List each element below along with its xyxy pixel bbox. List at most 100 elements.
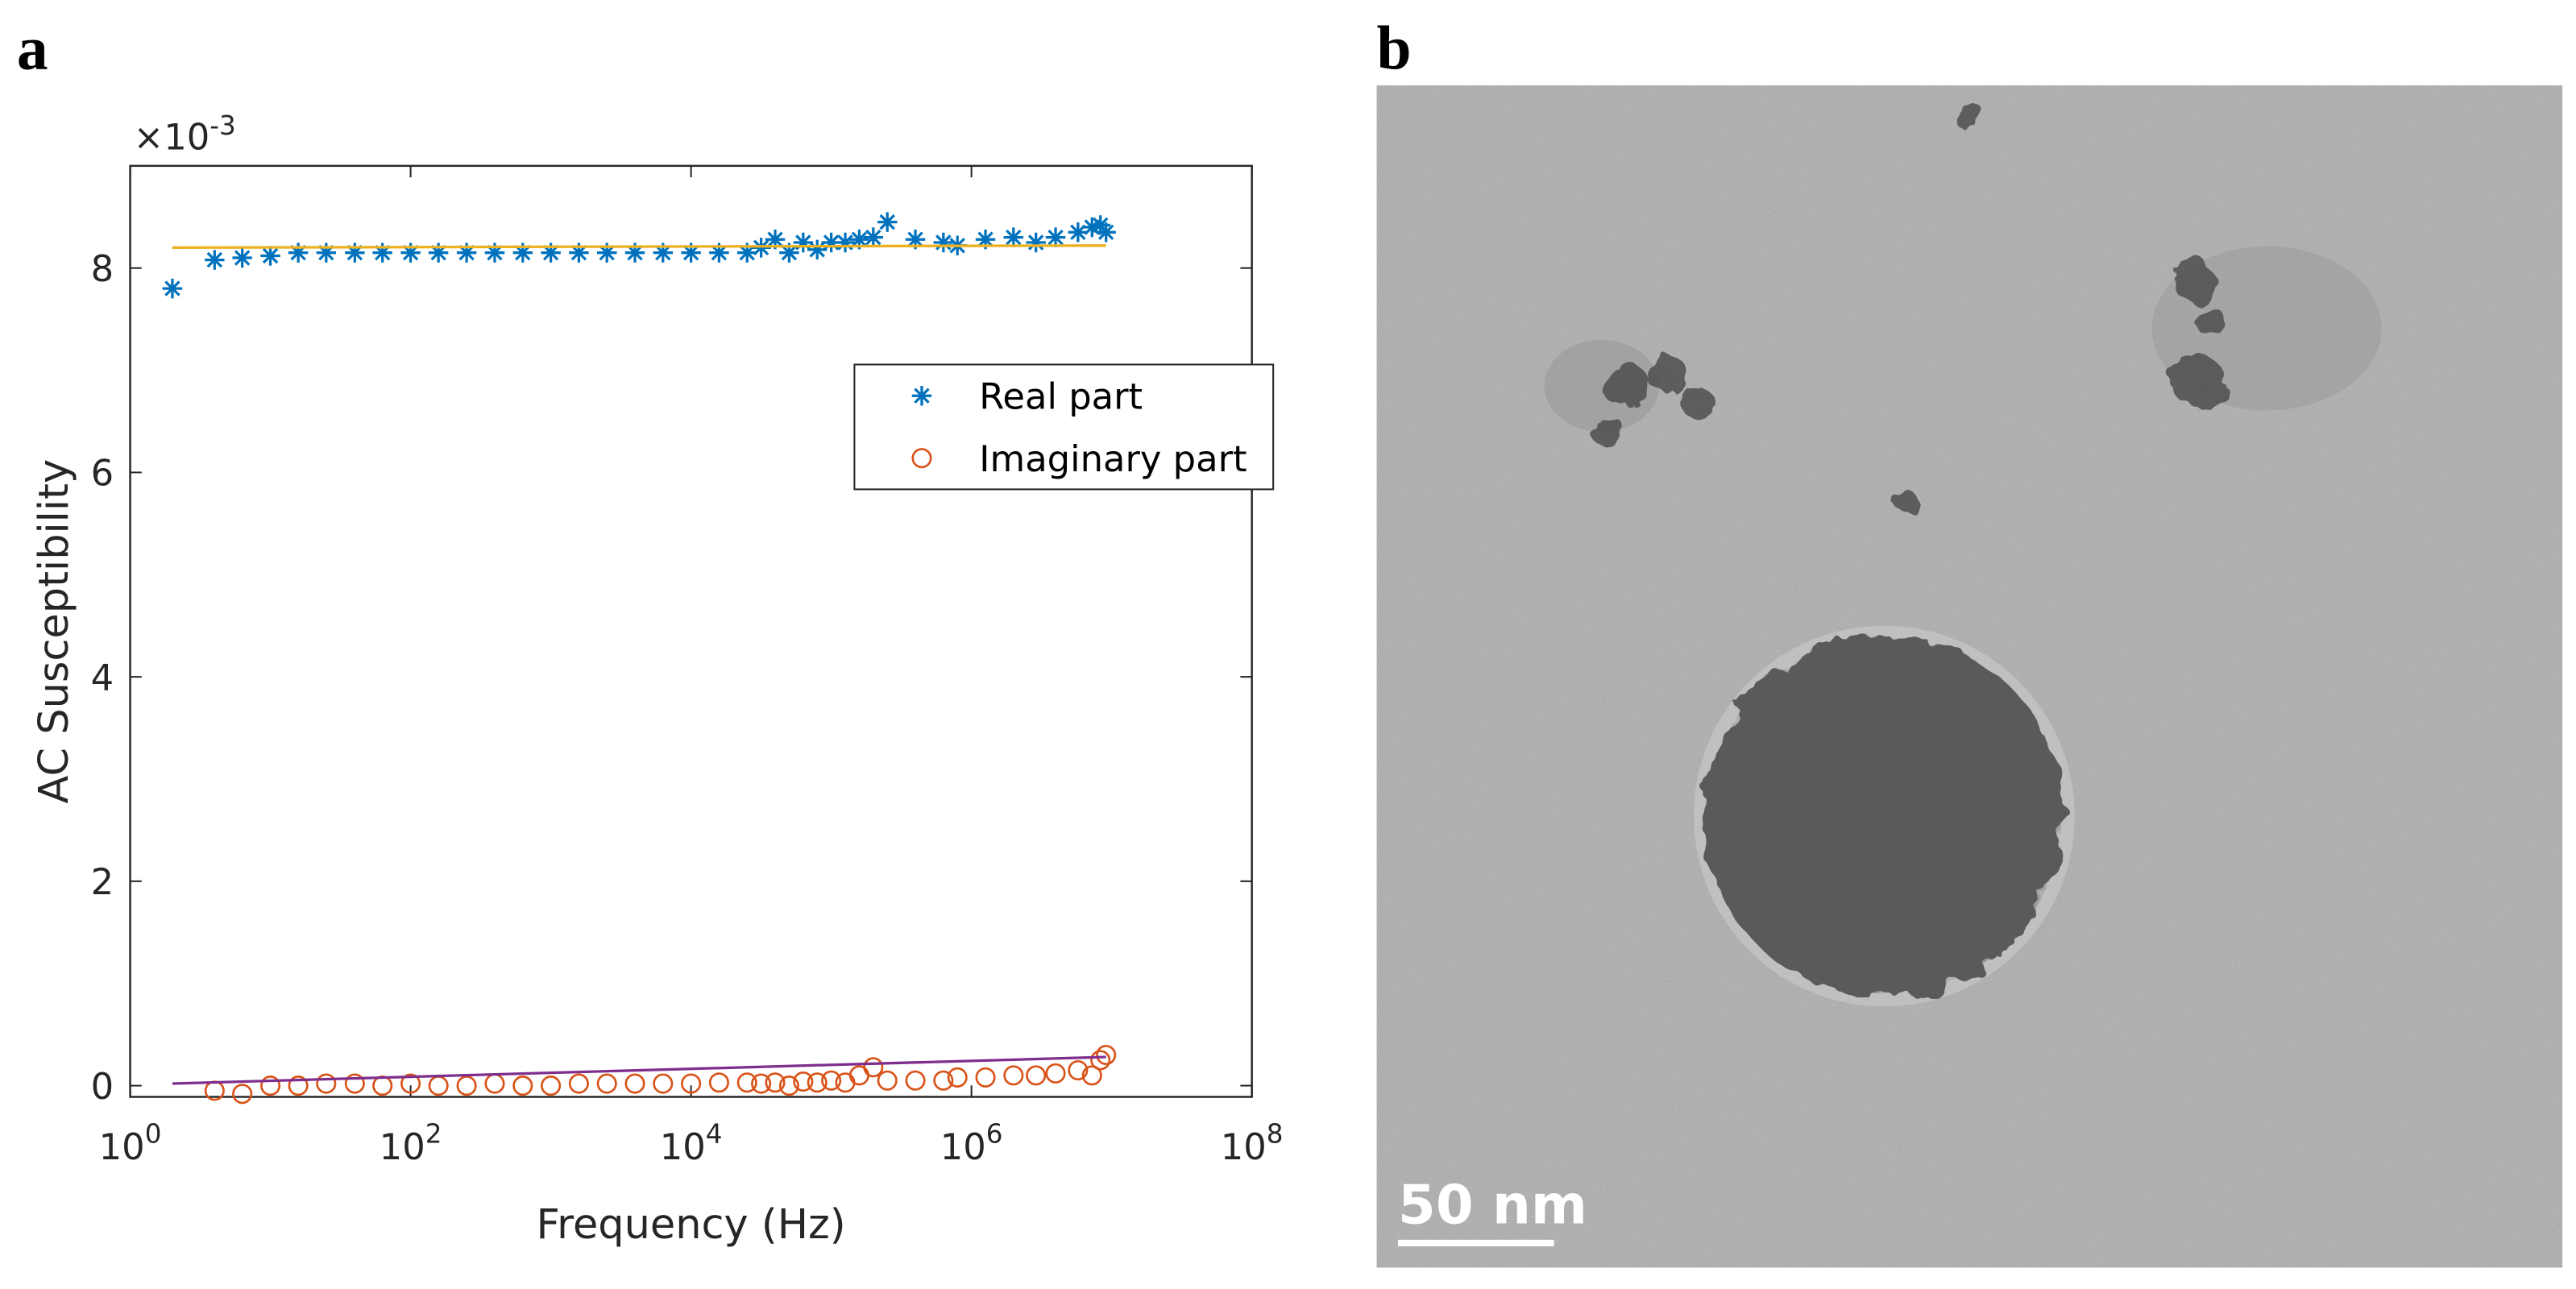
marker-circle xyxy=(456,1076,477,1096)
marker-asterisk xyxy=(484,242,505,263)
tem-image: 50 nm xyxy=(1376,85,2563,1268)
y-tick-label: 0 xyxy=(91,1065,114,1108)
marker-asterisk xyxy=(905,229,926,250)
marker-asterisk xyxy=(569,242,589,263)
y-tick-label: 8 xyxy=(91,247,114,290)
marker-asterisk xyxy=(1045,227,1066,247)
marker-circle xyxy=(905,1070,926,1091)
x-axis-label: Frequency (Hz) xyxy=(537,1201,846,1249)
panel-label: a xyxy=(17,14,48,83)
y-multiplier: ×10-3 xyxy=(134,110,236,158)
x-tick-label: 104 xyxy=(660,1119,723,1168)
marker-asterisk xyxy=(765,229,786,250)
marker-asterisk xyxy=(821,232,841,253)
marker-asterisk xyxy=(1068,222,1089,242)
marker-asterisk xyxy=(541,242,561,263)
scale-bar-label: 50 nm xyxy=(1398,1173,1587,1236)
legend-marker xyxy=(911,385,932,406)
marker-circle xyxy=(681,1073,702,1094)
marker-asterisk xyxy=(807,239,828,260)
marker-asterisk xyxy=(205,250,225,270)
marker-circle xyxy=(344,1073,365,1094)
fit-line xyxy=(172,1055,1106,1085)
marker-circle xyxy=(877,1070,898,1091)
marker-circle xyxy=(1081,1065,1102,1086)
marker-circle xyxy=(316,1073,337,1094)
marker-circle xyxy=(1068,1060,1089,1081)
marker-circle xyxy=(260,1076,281,1096)
marker-circle xyxy=(863,1057,884,1078)
marker-asterisk xyxy=(653,242,674,263)
legend-label: Imaginary part xyxy=(979,437,1247,480)
marker-asterisk xyxy=(232,247,252,268)
y-tick-label: 6 xyxy=(91,452,114,495)
marker-circle xyxy=(975,1067,996,1088)
marker-asterisk xyxy=(863,227,884,247)
marker-asterisk xyxy=(162,278,183,299)
legend-label: Real part xyxy=(979,375,1143,418)
marker-asterisk xyxy=(835,232,856,253)
marker-asterisk xyxy=(260,246,280,266)
marker-circle xyxy=(1045,1063,1066,1084)
marker-asterisk xyxy=(877,212,898,232)
marker-asterisk xyxy=(933,232,954,253)
panel-label: b xyxy=(1377,14,1412,83)
marker-circle xyxy=(596,1073,617,1094)
marker-circle xyxy=(736,1072,757,1093)
marker-asterisk xyxy=(736,242,757,263)
marker-asterisk xyxy=(624,242,645,263)
marker-asterisk xyxy=(372,242,392,263)
marker-asterisk xyxy=(512,242,533,263)
marker-circle xyxy=(807,1072,828,1093)
legend-box xyxy=(853,363,1275,491)
marker-asterisk xyxy=(596,242,617,263)
marker-asterisk xyxy=(400,242,421,263)
marker-circle xyxy=(232,1084,253,1105)
marker-circle xyxy=(288,1076,309,1096)
x-tick-label: 102 xyxy=(380,1119,442,1168)
marker-circle xyxy=(568,1073,589,1094)
marker-circle xyxy=(933,1070,954,1091)
marker-asterisk xyxy=(681,242,701,263)
marker-circle xyxy=(821,1070,842,1091)
x-tick-label: 108 xyxy=(1221,1119,1284,1168)
marker-asterisk xyxy=(345,242,365,263)
y-tick-label: 4 xyxy=(91,656,114,698)
marker-circle xyxy=(778,1076,799,1096)
marker-asterisk xyxy=(456,242,477,263)
marker-circle xyxy=(400,1073,421,1094)
marker-circle xyxy=(512,1076,533,1096)
marker-asterisk xyxy=(288,242,309,263)
marker-asterisk xyxy=(779,242,799,263)
marker-asterisk xyxy=(428,242,449,263)
marker-circle xyxy=(947,1067,968,1088)
marker-asterisk xyxy=(1026,232,1046,253)
marker-asterisk xyxy=(1003,227,1024,247)
fit-line xyxy=(172,244,1106,249)
marker-circle xyxy=(541,1076,562,1096)
marker-circle xyxy=(624,1073,645,1094)
marker-circle xyxy=(708,1072,729,1093)
marker-circle xyxy=(1096,1044,1117,1066)
marker-asterisk xyxy=(1082,217,1102,238)
y-tick-label: 2 xyxy=(91,860,114,903)
marker-asterisk xyxy=(709,242,729,263)
legend-marker xyxy=(911,448,932,469)
marker-asterisk xyxy=(316,242,337,263)
marker-circle xyxy=(1090,1050,1111,1071)
marker-circle xyxy=(1026,1065,1047,1086)
y-multiplier-exponent: -3 xyxy=(209,110,236,141)
marker-circle xyxy=(751,1073,772,1094)
marker-circle xyxy=(793,1071,814,1092)
marker-asterisk xyxy=(849,229,869,250)
marker-asterisk xyxy=(793,232,814,253)
marker-asterisk xyxy=(1096,222,1116,242)
x-tick-label: 106 xyxy=(940,1119,1003,1168)
plot-area: 0 2 4 6 8 100 102 104 106 108 ×10-3 Frequency (Hz) A… xyxy=(31,110,1283,1249)
y-axis-label: AC Susceptibility xyxy=(31,459,78,804)
marker-circle xyxy=(765,1072,786,1093)
marker-circle xyxy=(653,1073,674,1094)
axes-box xyxy=(129,164,1253,1098)
marker-asterisk xyxy=(975,229,996,250)
